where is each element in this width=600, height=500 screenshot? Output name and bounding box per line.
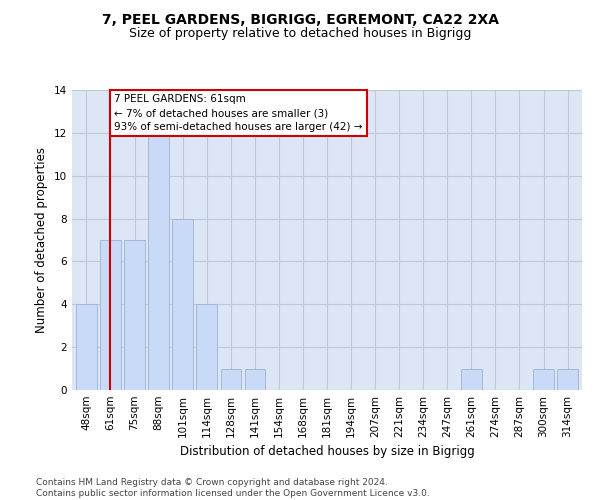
Y-axis label: Number of detached properties: Number of detached properties xyxy=(35,147,49,333)
X-axis label: Distribution of detached houses by size in Bigrigg: Distribution of detached houses by size … xyxy=(179,446,475,458)
Text: 7, PEEL GARDENS, BIGRIGG, EGREMONT, CA22 2XA: 7, PEEL GARDENS, BIGRIGG, EGREMONT, CA22… xyxy=(101,12,499,26)
Bar xyxy=(533,368,554,390)
Bar xyxy=(196,304,217,390)
Text: Size of property relative to detached houses in Bigrigg: Size of property relative to detached ho… xyxy=(129,28,471,40)
Bar xyxy=(100,240,121,390)
Bar xyxy=(172,218,193,390)
Bar xyxy=(124,240,145,390)
Bar xyxy=(245,368,265,390)
Bar xyxy=(557,368,578,390)
Bar xyxy=(76,304,97,390)
Text: 7 PEEL GARDENS: 61sqm
← 7% of detached houses are smaller (3)
93% of semi-detach: 7 PEEL GARDENS: 61sqm ← 7% of detached h… xyxy=(114,94,362,132)
Text: Contains HM Land Registry data © Crown copyright and database right 2024.
Contai: Contains HM Land Registry data © Crown c… xyxy=(36,478,430,498)
Bar xyxy=(148,133,169,390)
Bar xyxy=(221,368,241,390)
Bar xyxy=(461,368,482,390)
